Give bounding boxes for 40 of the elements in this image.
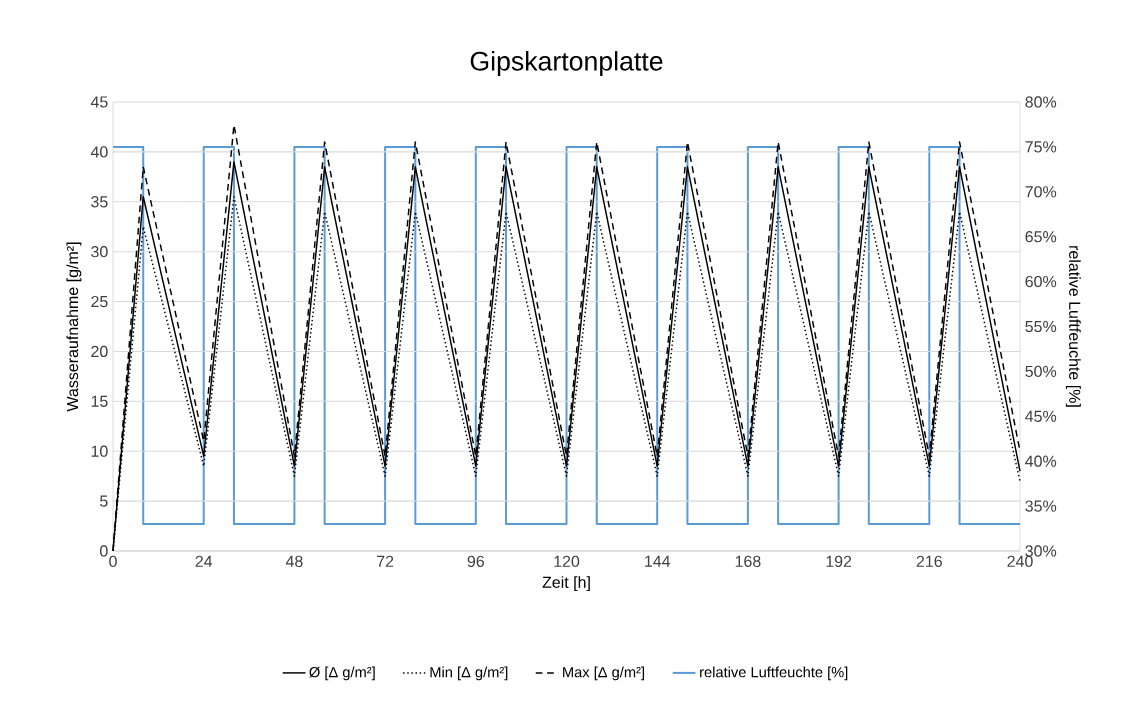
y2-tick-label: 70%	[1025, 186, 1057, 198]
y2-tick-label: 40%	[1025, 455, 1057, 467]
y2-tick-label: 30%	[1025, 545, 1057, 557]
x-tick-label: 72	[377, 555, 394, 567]
y-tick-label: 0	[100, 545, 108, 557]
x-tick-label: 24	[195, 555, 213, 567]
x-tick-label: 240	[1007, 555, 1033, 568]
y2-tick-label: 75%	[1025, 141, 1057, 153]
x-tick-label: 168	[735, 555, 761, 568]
y-tick-label: 15	[91, 395, 108, 407]
y-tick-label: 45	[90, 96, 108, 108]
y2-axis-title: relative Luftfeuchte [%]	[1065, 246, 1081, 407]
chart-title: Gipskartonplatte	[470, 51, 663, 76]
y-tick-label: 20	[91, 345, 108, 358]
y2-tick-label: 60%	[1025, 275, 1057, 288]
y-axis-title: Wasseraufnahme [g/m²]	[66, 242, 82, 412]
y2-tick-label: 80%	[1025, 96, 1057, 108]
legend-label: Max [Δ g/m²]	[563, 666, 644, 681]
y2-tick-label: 55%	[1025, 320, 1057, 333]
x-tick-label: 144	[645, 555, 671, 567]
x-tick-label: 192	[826, 555, 852, 568]
x-tick-label: 0	[109, 555, 117, 568]
x-tick-label: 48	[285, 555, 303, 568]
y-tick-label: 5	[100, 495, 108, 507]
y-tick-label: 35	[91, 196, 108, 208]
x-tick-label: 96	[467, 555, 484, 568]
y2-tick-label: 65%	[1025, 231, 1057, 243]
y-tick-label: 25	[91, 295, 108, 308]
y2-tick-label: 35%	[1025, 500, 1057, 512]
y-tick-label: 40	[90, 146, 108, 158]
y-tick-label: 30	[91, 246, 108, 258]
x-tick-label: 120	[554, 555, 580, 568]
x-tick-label: 216	[916, 555, 942, 568]
y2-tick-label: 50%	[1025, 365, 1057, 378]
x-axis-title: Zeit [h]	[542, 576, 590, 592]
legend-label: Ø [Δ g/m²]	[309, 666, 375, 681]
legend-label: Min [Δ g/m²]	[430, 666, 508, 681]
y-tick-label: 10	[91, 445, 108, 457]
legend-label: relative Luftfeuchte [%]	[700, 666, 848, 681]
y2-tick-label: 45%	[1025, 410, 1057, 422]
